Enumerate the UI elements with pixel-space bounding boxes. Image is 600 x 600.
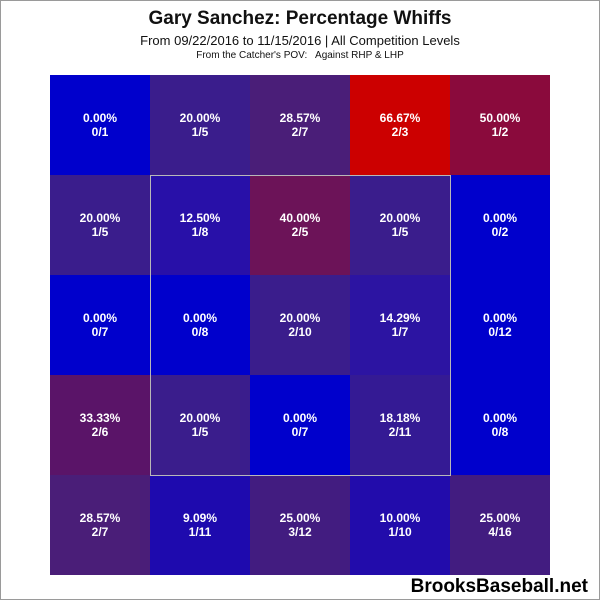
- zone-pct-label: 0.00%: [83, 111, 117, 125]
- zone-ratio-label: 0/12: [488, 325, 512, 339]
- zone-ratio-label: 0/8: [192, 325, 209, 339]
- zone-cell-r3-c0: [50, 375, 150, 475]
- zone-pct-label: 0.00%: [483, 211, 517, 225]
- zone-cell-r4-c2: [250, 475, 350, 575]
- zone-cell-r4-c0: [50, 475, 150, 575]
- zone-pct-label: 20.00%: [80, 211, 121, 225]
- zone-ratio-label: 1/7: [392, 325, 409, 339]
- zone-ratio-label: 2/11: [389, 425, 412, 439]
- zone-cell-r3-c3: [350, 375, 450, 475]
- zone-cell-r1-c3: [350, 175, 450, 275]
- zone-pct-label: 20.00%: [180, 411, 221, 425]
- zone-pct-label: 0.00%: [183, 311, 217, 325]
- zone-cell-r2-c2: [250, 275, 350, 375]
- zone-ratio-label: 2/10: [288, 325, 312, 339]
- zone-pct-label: 14.29%: [380, 311, 421, 325]
- zone-pct-label: 0.00%: [483, 411, 517, 425]
- zone-pct-label: 18.18%: [380, 411, 421, 425]
- zone-cell-r1-c0: [50, 175, 150, 275]
- zone-cell-r1-c2: [250, 175, 350, 275]
- zone-pct-label: 0.00%: [283, 411, 317, 425]
- zone-pct-label: 28.57%: [280, 111, 321, 125]
- zone-pct-label: 25.00%: [480, 511, 521, 525]
- zone-cell-r0-c0: [50, 75, 150, 175]
- zone-pct-label: 0.00%: [83, 311, 117, 325]
- zone-ratio-label: 2/5: [292, 225, 309, 239]
- chart-subtitle-pov: From the Catcher's POV: Against RHP & LH…: [196, 50, 404, 61]
- zone-ratio-label: 3/12: [288, 525, 312, 539]
- zone-ratio-label: 1/8: [192, 225, 209, 239]
- zone-pct-label: 40.00%: [280, 211, 321, 225]
- zone-ratio-label: 2/6: [92, 425, 109, 439]
- zone-cell-r2-c1: [150, 275, 250, 375]
- zone-cell-r1-c1: [150, 175, 250, 275]
- zone-cell-r0-c3: [350, 75, 450, 175]
- zone-cell-r2-c4: [450, 275, 550, 375]
- zone-cell-r4-c3: [350, 475, 450, 575]
- zone-pct-label: 9.09%: [183, 511, 217, 525]
- zone-ratio-label: 2/7: [292, 125, 309, 139]
- zone-ratio-label: 0/8: [492, 425, 509, 439]
- zone-pct-label: 28.57%: [80, 511, 121, 525]
- chart-subtitle: From 09/22/2016 to 11/15/2016 | All Comp…: [140, 33, 460, 48]
- zone-ratio-label: 4/16: [488, 525, 512, 539]
- zone-ratio-label: 0/1: [92, 125, 109, 139]
- zone-ratio-label: 1/11: [189, 525, 212, 539]
- brooks-watermark: BrooksBaseball.net: [410, 576, 588, 597]
- zone-ratio-label: 1/5: [192, 425, 209, 439]
- zone-cell-r0-c2: [250, 75, 350, 175]
- zone-cell-r3-c1: [150, 375, 250, 475]
- zone-pct-label: 20.00%: [380, 211, 421, 225]
- zone-cell-r2-c3: [350, 275, 450, 375]
- zone-ratio-label: 0/2: [492, 225, 509, 239]
- zone-cell-r3-c2: [250, 375, 350, 475]
- zone-cell-r0-c4: [450, 75, 550, 175]
- zone-pct-label: 0.00%: [483, 311, 517, 325]
- zone-ratio-label: 1/2: [492, 125, 509, 139]
- zone-pct-label: 20.00%: [280, 311, 321, 325]
- zone-ratio-label: 1/10: [388, 525, 412, 539]
- zone-pct-label: 12.50%: [180, 211, 221, 225]
- zone-ratio-label: 2/7: [92, 525, 109, 539]
- zone-ratio-label: 0/7: [292, 425, 309, 439]
- zone-pct-label: 33.33%: [80, 411, 121, 425]
- zone-pct-label: 66.67%: [380, 111, 421, 125]
- zone-cell-r4-c1: [150, 475, 250, 575]
- zone-ratio-label: 1/5: [392, 225, 409, 239]
- zone-cell-r2-c0: [50, 275, 150, 375]
- zone-cell-r3-c4: [450, 375, 550, 475]
- zone-ratio-label: 1/5: [192, 125, 209, 139]
- zone-pct-label: 50.00%: [480, 111, 521, 125]
- strike-zone-outline: [150, 175, 451, 476]
- zone-ratio-label: 2/3: [392, 125, 409, 139]
- zone-pct-label: 10.00%: [380, 511, 421, 525]
- zone-cell-r1-c4: [450, 175, 550, 275]
- zone-ratio-label: 0/7: [92, 325, 109, 339]
- zone-cell-r4-c4: [450, 475, 550, 575]
- zone-ratio-label: 1/5: [92, 225, 109, 239]
- zone-cell-r0-c1: [150, 75, 250, 175]
- zone-pct-label: 25.00%: [280, 511, 321, 525]
- chart-title: Gary Sanchez: Percentage Whiffs: [148, 8, 452, 29]
- zone-pct-label: 20.00%: [180, 111, 221, 125]
